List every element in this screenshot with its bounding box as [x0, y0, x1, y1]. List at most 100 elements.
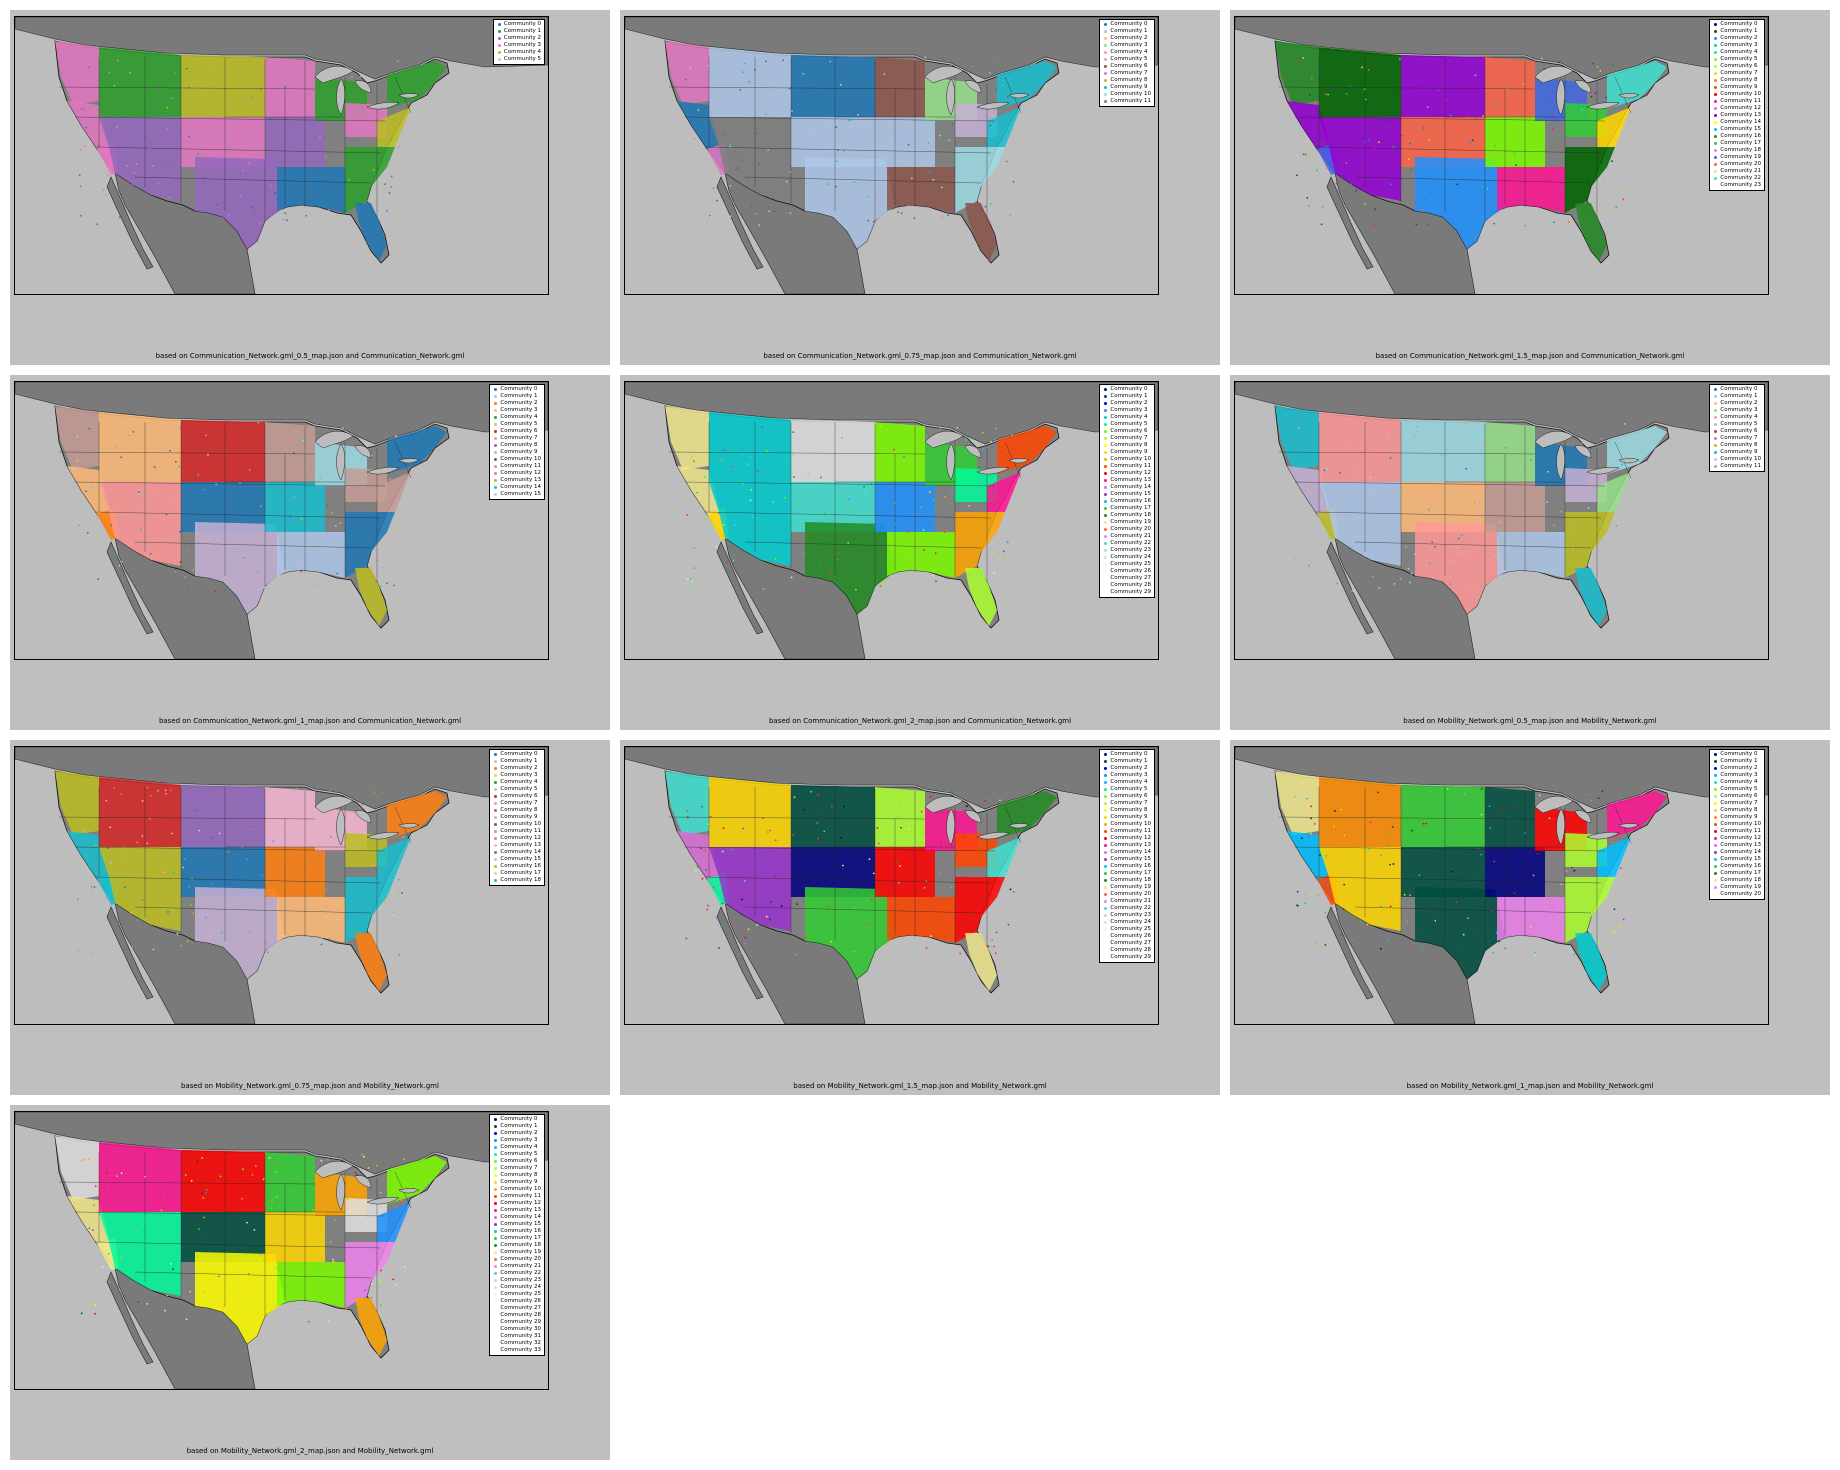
legend-entry: Community 15	[492, 491, 541, 498]
legend-label: Community 4	[500, 779, 538, 785]
community-point	[756, 470, 759, 473]
community-point	[715, 917, 718, 919]
great-lake-3	[1586, 831, 1620, 840]
community-point	[382, 511, 385, 514]
community-point	[332, 1258, 334, 1261]
legend-label: Community 10	[500, 456, 541, 462]
community-point	[920, 506, 923, 509]
community-point	[736, 167, 739, 170]
legend-marker-icon	[1104, 774, 1108, 777]
legend-marker-icon	[1714, 72, 1718, 75]
legend-label: Community 15	[500, 1221, 541, 1227]
community-point	[1364, 203, 1366, 206]
community-point	[379, 1304, 382, 1307]
legend-label: Community 14	[1110, 849, 1151, 855]
legend-entry: Community 1	[492, 393, 541, 400]
community-point	[857, 114, 859, 116]
legend-label: Community 18	[1110, 877, 1151, 883]
legend-label: Community 7	[1110, 435, 1148, 441]
great-lake-3	[976, 101, 1010, 110]
legend-entry: Community 11	[1712, 828, 1761, 835]
community-point	[76, 436, 79, 438]
community-point	[379, 1191, 382, 1194]
community-region-south	[887, 532, 955, 578]
baja-landmass	[716, 176, 764, 270]
community-region-south	[887, 897, 955, 943]
great-lake-2	[1574, 445, 1592, 459]
community-point	[1369, 821, 1372, 824]
community-point	[321, 575, 324, 577]
community-point	[99, 449, 102, 452]
community-point	[108, 71, 111, 74]
legend-marker-icon	[1714, 86, 1718, 89]
community-point	[989, 72, 991, 74]
community-point	[994, 71, 996, 73]
community-point	[769, 918, 771, 921]
community-point	[1298, 578, 1301, 581]
community-point	[729, 143, 732, 146]
legend-marker-icon	[494, 1314, 498, 1317]
community-point	[269, 117, 272, 120]
community-point	[94, 1312, 96, 1315]
community-point	[1529, 926, 1532, 928]
legend-entry: Community 18	[1712, 877, 1761, 884]
community-point	[756, 924, 758, 926]
community-point	[743, 62, 746, 65]
community-point	[978, 466, 981, 468]
community-region-southeast	[955, 147, 1005, 213]
community-point	[245, 1305, 247, 1308]
legend-entry: Community 7	[1712, 435, 1761, 442]
community-region-plainsN	[791, 55, 875, 117]
community-point	[1492, 951, 1494, 954]
us-community-map	[1235, 747, 1768, 1024]
legend-label: Community 2	[1110, 765, 1148, 771]
community-point	[192, 569, 195, 571]
canada-landmass	[625, 747, 1158, 810]
map-panel-1: Community 0 Community 1 Community 2 Communi…	[620, 10, 1220, 365]
legend-label: Community 18	[500, 877, 541, 883]
legend-entry: Community 5	[1712, 56, 1761, 63]
legend-marker-icon	[1104, 23, 1108, 26]
community-point	[157, 182, 160, 185]
community-point	[109, 129, 112, 131]
legend-entry: Community 11	[1102, 98, 1151, 105]
community-point	[227, 851, 230, 853]
legend-marker-icon	[1714, 156, 1718, 159]
legend-marker-icon	[1714, 79, 1718, 82]
community-point	[1600, 438, 1603, 440]
community-point	[853, 950, 855, 953]
community-point	[726, 561, 728, 563]
community-point	[1380, 854, 1383, 857]
legend-label: Community 25	[500, 1291, 541, 1297]
community-point	[178, 427, 181, 429]
community-point	[704, 475, 706, 478]
legend-entry: Community 5	[1712, 421, 1761, 428]
community-point	[1342, 908, 1345, 910]
community-point	[88, 1227, 91, 1230]
map-panel-4: Community 0 Community 1 Community 2 Communi…	[620, 375, 1220, 730]
community-point	[742, 71, 744, 74]
community-point	[188, 135, 190, 138]
community-point	[326, 156, 329, 158]
community-point	[1538, 794, 1541, 797]
community-region-mountainS	[709, 847, 791, 931]
community-point	[379, 585, 382, 588]
legend-entry: Community 0	[1712, 21, 1761, 28]
community-point	[1471, 139, 1474, 142]
community-point	[765, 450, 768, 453]
community-region-ohio	[1565, 468, 1607, 502]
community-point	[327, 209, 330, 212]
community-point	[1457, 537, 1460, 540]
community-point	[106, 174, 109, 177]
legend-marker-icon	[1104, 458, 1108, 461]
community-point	[1343, 883, 1346, 886]
legend-entry: Community 22	[492, 1270, 541, 1277]
community-point	[1488, 456, 1491, 458]
community-point	[1406, 921, 1409, 923]
community-point	[1414, 552, 1416, 555]
community-point	[689, 578, 692, 580]
community-point	[945, 952, 947, 955]
community-point	[242, 1168, 244, 1171]
legend-marker-icon	[494, 809, 498, 812]
community-point	[1380, 947, 1382, 950]
